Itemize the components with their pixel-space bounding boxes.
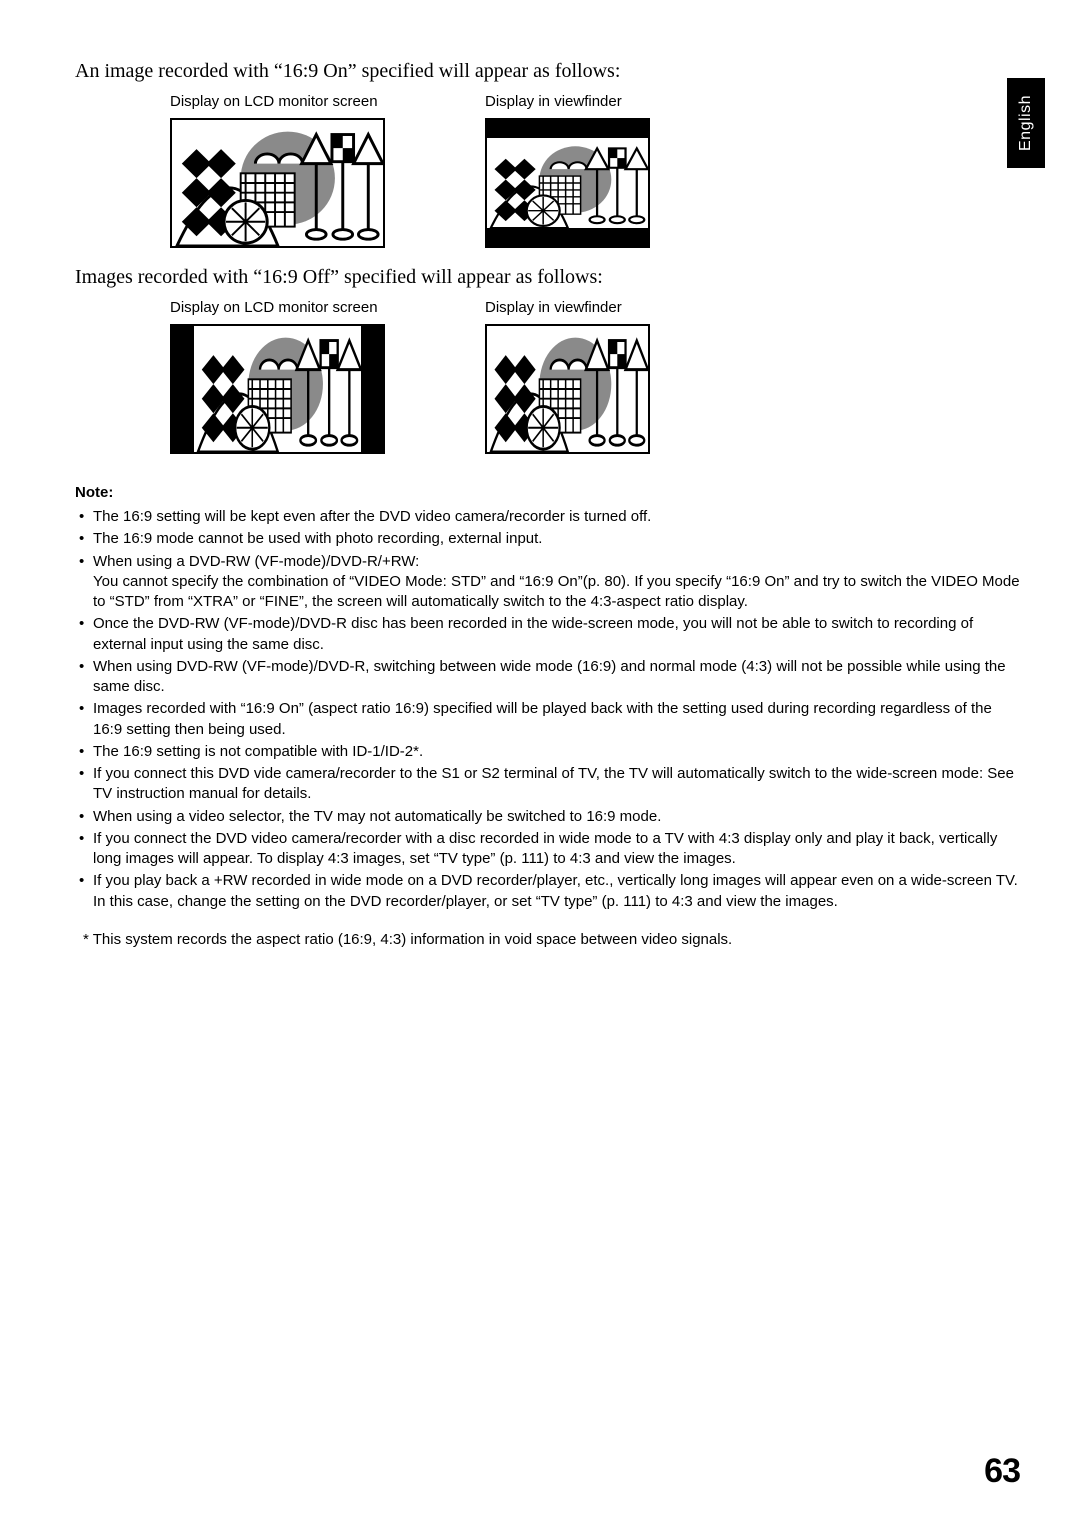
language-tab-label: English <box>1017 95 1035 151</box>
example-vf-16-9-off <box>485 324 650 454</box>
caption-lcd: Display on LCD monitor screen <box>170 93 385 110</box>
scene-illustration <box>194 326 361 452</box>
note-item: When using DVD-RW (VF-mode)/DVD-R, switc… <box>75 657 1020 698</box>
col-lcd-on: Display on LCD monitor screen <box>170 93 385 248</box>
scene-illustration <box>172 120 383 246</box>
page-number: 63 <box>984 1452 1020 1491</box>
note-item: The 16:9 setting will be kept even after… <box>75 507 1020 527</box>
notes-list: The 16:9 setting will be kept even after… <box>75 507 1020 912</box>
note-item: When using a DVD-RW (VF-mode)/DVD-R/+RW:… <box>75 552 1020 613</box>
caption-vf: Display in viewfinder <box>485 299 650 316</box>
intro-16-9-off: Images recorded with “16:9 Off” specifie… <box>75 266 1020 289</box>
row-16-9-on: Display on LCD monitor screen <box>170 93 1020 248</box>
row-16-9-off: Display on LCD monitor screen <box>170 299 1020 454</box>
col-vf-on: Display in viewfinder <box>485 93 650 248</box>
footnote: * This system records the aspect ratio (… <box>75 930 1020 950</box>
note-item: If you play back a +RW recorded in wide … <box>75 871 1020 912</box>
col-vf-off: Display in viewfinder <box>485 299 650 454</box>
note-heading: Note: <box>75 484 1020 501</box>
col-lcd-off: Display on LCD monitor screen <box>170 299 385 454</box>
note-item: If you connect this DVD vide camera/reco… <box>75 764 1020 805</box>
note-item: Images recorded with “16:9 On” (aspect r… <box>75 699 1020 740</box>
example-lcd-16-9-off <box>170 324 385 454</box>
example-vf-16-9-on <box>485 118 650 248</box>
scene-illustration <box>487 326 648 452</box>
example-lcd-16-9-on <box>170 118 385 248</box>
note-item: The 16:9 mode cannot be used with photo … <box>75 529 1020 549</box>
intro-16-9-on: An image recorded with “16:9 On” specifi… <box>75 60 1020 83</box>
note-item: When using a video selector, the TV may … <box>75 807 1020 827</box>
caption-vf: Display in viewfinder <box>485 93 650 110</box>
note-item: The 16:9 setting is not compatible with … <box>75 742 1020 762</box>
caption-lcd: Display on LCD monitor screen <box>170 299 385 316</box>
scene-illustration <box>487 138 648 228</box>
language-tab: English <box>1007 78 1045 168</box>
note-item: If you connect the DVD video camera/reco… <box>75 829 1020 870</box>
note-item: Once the DVD-RW (VF-mode)/DVD-R disc has… <box>75 614 1020 655</box>
